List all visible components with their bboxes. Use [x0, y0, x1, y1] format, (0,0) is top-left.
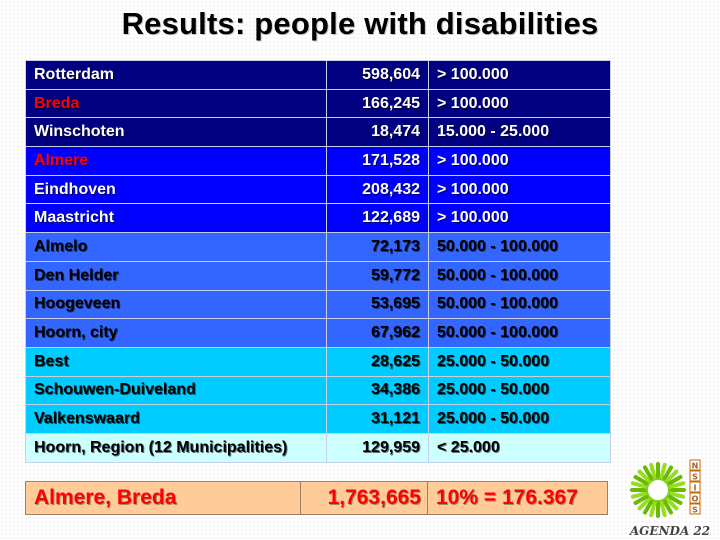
population-cell: 598,604	[326, 60, 429, 90]
table-row: Den Helder 59,772 50.000 - 100.000	[25, 260, 611, 291]
population-cell: 122,689	[326, 203, 429, 234]
table-row: Rotterdam 598,604 > 100.000	[25, 60, 611, 90]
summary-row: Almere, Breda 1,763,665 10% = 176.367	[25, 481, 608, 515]
table-row: Best 28,625 25.000 - 50.000	[25, 346, 611, 377]
results-table-body: Rotterdam 598,604 > 100.000 Breda 166,245 > 1…	[25, 60, 611, 463]
summary-name: Almere, Breda	[26, 482, 301, 514]
population-cell: 72,173	[326, 232, 429, 262]
logo-letter: S	[692, 506, 698, 515]
table-row: Hoogeveen 53,695 50.000 - 100.000	[25, 289, 611, 320]
table-row: Schouwen-Duiveland 34,386 25.000 - 50.000	[25, 375, 611, 406]
population-cell: 208,432	[326, 174, 429, 205]
range-cell: 25.000 - 50.000	[428, 375, 611, 406]
population-cell: 18,474	[326, 117, 429, 148]
agenda22-logo-text: AGENDA 22	[629, 524, 710, 538]
municipality-cell: Maastricht	[25, 203, 327, 234]
municipality-cell: Hoorn, Region (12 Municipalities)	[25, 432, 327, 463]
table-row: Winschoten 18,474 15.000 - 25.000	[25, 117, 611, 148]
range-cell: 50.000 - 100.000	[428, 260, 611, 291]
table-row: Breda 166,245 > 100.000	[25, 88, 611, 119]
range-cell: 50.000 - 100.000	[428, 289, 611, 320]
municipality-cell: Almelo	[25, 232, 327, 262]
population-cell: 129,959	[326, 432, 429, 463]
table-row: Valkenswaard 31,121 25.000 - 50.000	[25, 404, 611, 434]
municipality-cell: Schouwen-Duiveland	[25, 375, 327, 406]
range-cell: 25.000 - 50.000	[428, 404, 611, 434]
municipality-cell: Hoogeveen	[25, 289, 327, 320]
page-title: Results: people with disabilities	[121, 6, 599, 41]
range-cell: > 100.000	[428, 203, 611, 234]
range-cell: > 100.000	[428, 88, 611, 119]
table-row: Hoorn, Region (12 Municipalities) 129,959…	[25, 432, 611, 463]
population-cell: 67,962	[326, 318, 429, 348]
population-cell: 171,528	[326, 146, 429, 176]
range-cell: 50.000 - 100.000	[428, 232, 611, 262]
range-cell: > 100.000	[428, 60, 611, 90]
population-cell: 34,386	[326, 375, 429, 406]
logo-letter: S	[692, 473, 698, 482]
municipality-cell: Breda	[25, 88, 327, 119]
municipality-cell: Eindhoven	[25, 174, 327, 205]
logo-letter: N	[692, 462, 699, 471]
population-cell: 59,772	[326, 260, 429, 291]
population-cell: 53,695	[326, 289, 429, 320]
range-cell: < 25.000	[428, 432, 611, 463]
municipality-cell: Hoorn, city	[25, 318, 327, 348]
range-cell: 50.000 - 100.000	[428, 318, 611, 348]
summary-population: 1,763,665	[301, 482, 428, 514]
table-row: Maastricht 122,689 > 100.000	[25, 203, 611, 234]
range-cell: 25.000 - 50.000	[428, 346, 611, 377]
municipality-cell: Best	[25, 346, 327, 377]
sun-flower-icon	[630, 462, 686, 518]
summary-calculation: 10% = 176.367	[436, 486, 578, 509]
logo-letter: I	[694, 484, 697, 493]
table-row: Eindhoven 208,432 > 100.000	[25, 174, 611, 205]
range-cell: 15.000 - 25.000	[428, 117, 611, 148]
municipality-cell: Den Helder	[25, 260, 327, 291]
results-table: Rotterdam 598,604 > 100.000 Breda 166,245 > 1…	[25, 60, 611, 463]
population-cell: 166,245	[326, 88, 429, 119]
municipality-cell: Rotterdam	[25, 60, 327, 90]
range-cell: > 100.000	[428, 174, 611, 205]
municipality-cell: Almere	[25, 146, 327, 176]
range-cell: > 100.000	[428, 146, 611, 176]
table-row: Hoorn, city 67,962 50.000 - 100.000	[25, 318, 611, 348]
table-row: Almere 171,528 > 100.000	[25, 146, 611, 176]
logo-letter: O	[692, 495, 699, 504]
table-row: Almelo 72,173 50.000 - 100.000	[25, 232, 611, 262]
municipality-cell: Winschoten	[25, 117, 327, 148]
municipality-cell: Valkenswaard	[25, 404, 327, 434]
population-cell: 31,121	[326, 404, 429, 434]
population-cell: 28,625	[326, 346, 429, 377]
